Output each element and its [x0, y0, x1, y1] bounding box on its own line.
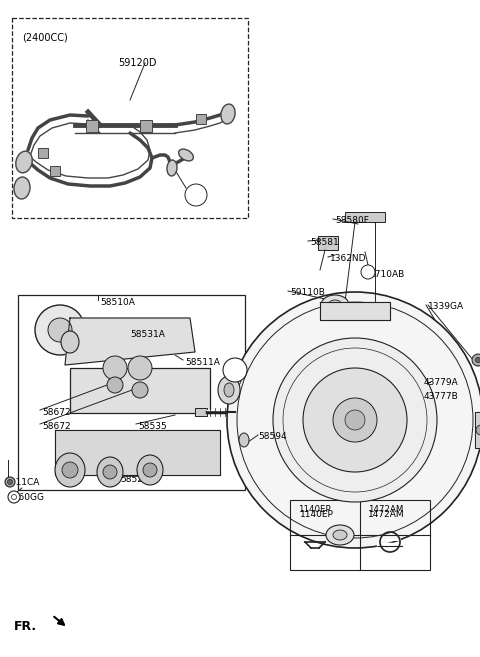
Circle shape [8, 491, 20, 503]
Text: 59110B: 59110B [290, 288, 325, 297]
Text: A: A [232, 365, 238, 374]
Circle shape [345, 410, 365, 430]
Circle shape [128, 356, 152, 380]
Bar [318, 236, 338, 250]
Text: FR.: FR. [14, 620, 37, 633]
Ellipse shape [137, 455, 163, 485]
Circle shape [472, 354, 480, 366]
Ellipse shape [321, 295, 349, 315]
Bar [196, 114, 206, 124]
Text: 58581: 58581 [310, 238, 339, 247]
Ellipse shape [55, 453, 85, 487]
Text: 58535: 58535 [138, 422, 167, 431]
Text: 1472AM: 1472AM [368, 510, 405, 519]
Circle shape [103, 465, 117, 479]
Circle shape [361, 265, 375, 279]
Text: 1140EP: 1140EP [298, 505, 331, 514]
Ellipse shape [239, 433, 249, 447]
Text: 1710AB: 1710AB [370, 270, 405, 279]
Bar [195, 408, 207, 416]
Ellipse shape [224, 383, 234, 397]
Circle shape [303, 368, 407, 472]
Circle shape [185, 184, 207, 206]
Circle shape [143, 463, 157, 477]
Text: 1311CA: 1311CA [5, 478, 40, 487]
Text: 58672: 58672 [42, 422, 71, 431]
Bar [190, 455, 212, 469]
Ellipse shape [218, 376, 240, 404]
Bar [140, 120, 152, 132]
Ellipse shape [221, 104, 235, 124]
Polygon shape [475, 412, 480, 448]
Circle shape [12, 495, 16, 499]
Text: 1360GG: 1360GG [8, 493, 45, 502]
Circle shape [132, 382, 148, 398]
Circle shape [5, 477, 15, 487]
Circle shape [62, 462, 78, 478]
Text: 58525A: 58525A [120, 475, 155, 484]
Bar [86, 120, 98, 132]
Polygon shape [65, 318, 195, 365]
Ellipse shape [167, 160, 177, 176]
Text: 1362ND: 1362ND [330, 254, 367, 263]
Bar [12, 18, 248, 218]
Polygon shape [320, 302, 390, 320]
Circle shape [476, 357, 480, 363]
Bar [290, 500, 430, 570]
Text: 43779A: 43779A [424, 378, 459, 387]
Ellipse shape [179, 149, 193, 161]
Circle shape [227, 292, 480, 548]
Circle shape [273, 338, 437, 502]
Text: 58511A: 58511A [185, 358, 220, 367]
Text: 58580F: 58580F [335, 216, 369, 225]
Ellipse shape [333, 530, 347, 540]
Ellipse shape [97, 457, 123, 487]
Ellipse shape [61, 331, 79, 353]
Bar [38, 148, 48, 158]
Text: 58510A: 58510A [100, 298, 135, 307]
Circle shape [107, 377, 123, 393]
Circle shape [333, 398, 377, 442]
Circle shape [8, 480, 12, 484]
Ellipse shape [328, 300, 342, 310]
Bar [70, 368, 210, 413]
Text: 58594: 58594 [258, 432, 287, 441]
Circle shape [35, 305, 85, 355]
Text: 1472AM: 1472AM [368, 505, 403, 514]
Ellipse shape [16, 151, 32, 173]
Text: 59120D: 59120D [118, 58, 156, 68]
Text: 58672: 58672 [42, 408, 71, 417]
Circle shape [103, 356, 127, 380]
Bar [18, 295, 245, 490]
Text: A: A [193, 191, 199, 200]
Text: (2400CC): (2400CC) [22, 32, 68, 42]
Circle shape [476, 425, 480, 435]
Bar [345, 212, 385, 222]
Bar [50, 166, 60, 176]
Text: 1339GA: 1339GA [428, 302, 464, 311]
Ellipse shape [326, 525, 354, 545]
Text: 1140EP: 1140EP [300, 510, 334, 519]
Ellipse shape [14, 177, 30, 199]
Circle shape [223, 358, 247, 382]
Polygon shape [55, 430, 220, 475]
Text: 43777B: 43777B [424, 392, 459, 401]
Circle shape [48, 318, 72, 342]
Text: 58531A: 58531A [130, 330, 165, 339]
